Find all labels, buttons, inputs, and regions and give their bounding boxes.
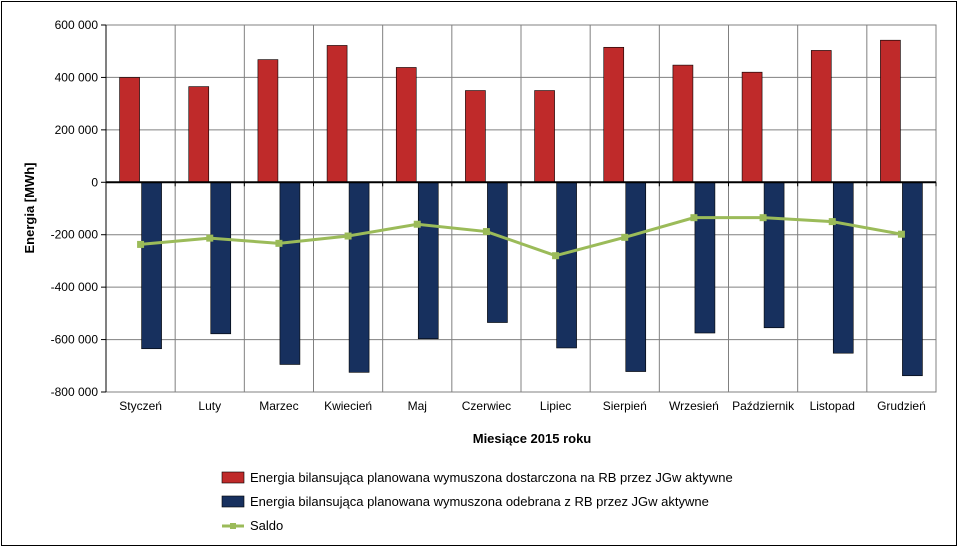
saldo-point [275, 239, 283, 247]
bar-received [763, 181, 785, 329]
y-tick-label: 0 [91, 175, 98, 189]
y-axis-title: Energia [MWh] [22, 163, 37, 254]
bar-received [417, 181, 439, 340]
legend-swatch-received [221, 495, 245, 508]
saldo-polyline [140, 216, 902, 258]
legend-marker-saldo [230, 523, 236, 529]
x-tick-label: Wrzesień [669, 399, 719, 413]
x-tick-label: Lipiec [540, 399, 571, 413]
bar-delivered [188, 86, 210, 183]
y-tick-label: -600 000 [51, 333, 99, 347]
bar-delivered [534, 90, 555, 183]
bar-received [210, 181, 232, 335]
bar-received [556, 181, 577, 349]
bar-delivered [465, 90, 486, 183]
legend-item-saldo: Saldo [222, 518, 283, 533]
bar-received [141, 181, 162, 350]
saldo-point [621, 233, 629, 241]
bar-delivered [810, 50, 832, 183]
saldo-point [690, 214, 698, 222]
bar-received [902, 181, 923, 377]
legend-item-delivered: Energia bilansująca planowana wymuszona … [221, 470, 733, 485]
x-tick-label: Październik [732, 399, 795, 413]
x-tick-label: Grudzień [877, 399, 926, 413]
y-tick-label: 200 000 [55, 123, 99, 137]
legend-label-delivered: Energia bilansująca planowana wymuszona … [250, 470, 733, 485]
saldo-point [482, 228, 490, 236]
x-tick-label: Czerwiec [462, 399, 511, 413]
saldo-point [206, 234, 214, 242]
saldo-point [413, 220, 421, 228]
bar-received [279, 181, 301, 365]
bar-delivered [326, 45, 348, 183]
x-tick-label: Listopad [810, 399, 855, 413]
bar-delivered [603, 46, 625, 183]
grid [105, 24, 937, 393]
bar-delivered [741, 71, 763, 183]
bar-delivered [119, 77, 140, 183]
x-tick-label: Luty [198, 399, 221, 413]
saldo-point [828, 218, 836, 226]
y-tick-label: -400 000 [51, 280, 99, 294]
x-tick-label: Maj [408, 399, 427, 413]
saldo-point [344, 232, 352, 240]
y-tick-label: 600 000 [55, 18, 99, 32]
y-tick-label: -800 000 [51, 385, 99, 399]
bar-delivered [880, 39, 901, 183]
bar-delivered [257, 59, 279, 183]
saldo-point [897, 230, 905, 238]
axes [101, 24, 937, 393]
saldo-line [137, 214, 905, 260]
bar-received [832, 181, 854, 354]
bar-delivered [672, 64, 694, 183]
y-tick-label: 400 000 [55, 70, 99, 84]
saldo-point [552, 252, 560, 260]
legend: Energia bilansująca planowana wymuszona … [221, 470, 733, 533]
x-axis-title: Miesiące 2015 roku [473, 431, 592, 446]
legend-swatch-delivered [221, 471, 245, 484]
legend-label-saldo: Saldo [250, 518, 283, 533]
legend-item-received: Energia bilansująca planowana wymuszona … [221, 494, 709, 509]
saldo-point [137, 240, 145, 248]
bar-received [694, 181, 716, 334]
saldo-point [759, 214, 767, 222]
bar-received [348, 181, 370, 373]
tick-labels: 600 000 400 000 200 000 0 -200 000 -400 000 -6… [51, 18, 926, 413]
x-tick-label: Kwiecień [324, 399, 372, 413]
legend-label-received: Energia bilansująca planowana wymuszona … [250, 494, 709, 509]
y-tick-label: -200 000 [51, 228, 99, 242]
x-tick-label: Sierpień [603, 399, 647, 413]
x-tick-label: Styczeń [119, 399, 162, 413]
bar-received [625, 181, 647, 372]
bar-delivered [395, 67, 417, 183]
x-tick-label: Marzec [259, 399, 298, 413]
bar-received [487, 181, 508, 323]
